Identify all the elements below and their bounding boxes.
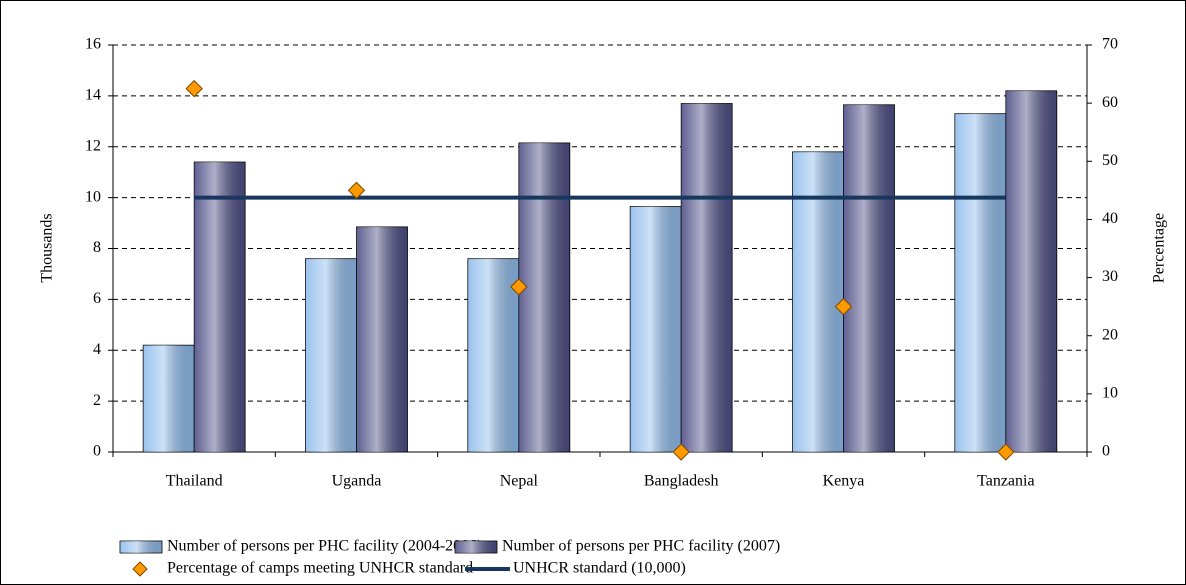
- bar: [954, 113, 1007, 453]
- x-tick-label: Bangladesh: [644, 473, 719, 490]
- legend-label: UNHCR standard (10,000): [513, 560, 686, 577]
- legend-label: Percentage of camps meeting UNHCR standa…: [167, 560, 473, 577]
- y-tick-label: 6: [93, 290, 101, 307]
- bar: [629, 206, 682, 453]
- y-tick-label: 0: [93, 443, 101, 460]
- y-axis-label: Thousands: [39, 213, 56, 282]
- y-tick-label: 4: [93, 341, 101, 358]
- y2-tick-label: 20: [1102, 326, 1118, 343]
- bar: [193, 161, 246, 453]
- x-tick-label: Uganda: [332, 473, 382, 490]
- marker: [834, 297, 853, 316]
- legend-swatch-shade: [120, 541, 162, 553]
- x-tick-label: Tanzania: [977, 473, 1035, 490]
- bar: [142, 344, 195, 453]
- y-tick-label: 14: [85, 87, 101, 104]
- y2-tick-label: 50: [1102, 152, 1118, 169]
- y-tick-label: 16: [85, 36, 101, 53]
- marker: [510, 278, 528, 296]
- y2-axis-label: Percentage: [1151, 213, 1168, 283]
- y2-tick-label: 70: [1102, 36, 1118, 53]
- legend-swatch-shade: [455, 541, 497, 553]
- y2-tick-label: 30: [1102, 268, 1118, 285]
- y-tick-label: 8: [93, 239, 101, 256]
- bar: [680, 103, 733, 453]
- y-tick-label: 2: [93, 392, 101, 409]
- y-tick-label: 10: [85, 188, 101, 205]
- legend-swatch: [132, 561, 148, 577]
- y2-tick-label: 0: [1102, 443, 1110, 460]
- bar: [518, 142, 571, 453]
- y2-tick-label: 10: [1102, 385, 1118, 402]
- marker: [185, 79, 203, 98]
- y-tick-label: 12: [85, 137, 101, 154]
- marker: [672, 443, 690, 461]
- bar: [1005, 90, 1058, 453]
- x-tick-label: Nepal: [500, 473, 539, 490]
- y2-tick-label: 40: [1102, 210, 1118, 227]
- legend-label: Number of persons per PHC facility (2007…: [502, 538, 780, 555]
- legend-label: Number of persons per PHC facility (2004…: [167, 538, 483, 555]
- bar: [356, 226, 408, 453]
- x-tick-label: Kenya: [823, 473, 865, 490]
- bar: [305, 258, 357, 453]
- x-tick-label: Thailand: [166, 473, 223, 490]
- marker: [347, 181, 366, 200]
- marker: [997, 443, 1015, 461]
- bar: [843, 104, 895, 453]
- y2-tick-label: 60: [1102, 94, 1118, 111]
